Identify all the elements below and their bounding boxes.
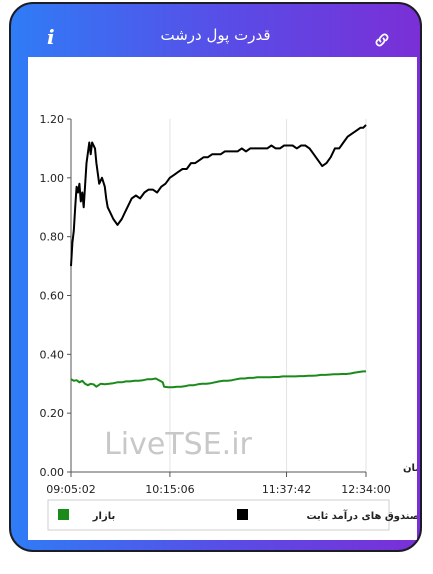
legend-label-market: بازار <box>92 511 115 522</box>
y-tick-label: 1.00 <box>40 172 65 185</box>
legend <box>47 499 390 531</box>
series-line-market <box>70 370 366 389</box>
app-frame: i قدرت پول درشت LiveTSE.ir 0.00 0.20 0.40 0.… <box>9 2 422 552</box>
x-axis-label: زمان <box>403 463 417 474</box>
link-icon[interactable] <box>373 31 391 49</box>
legend-swatch-fixed-income <box>237 509 248 520</box>
y-tick-label: 0.80 <box>40 231 65 244</box>
chart: LiveTSE.ir 0.00 0.20 0.40 0.60 0.80 1.00 1.20 09… <box>40 113 420 531</box>
chart-panel: LiveTSE.ir 0.00 0.20 0.40 0.60 0.80 1.00 1.20 09… <box>28 57 420 540</box>
legend-label-fixed-income: صندوق های درآمد ثابت <box>306 509 417 522</box>
page-title: قدرت پول درشت <box>160 26 271 44</box>
y-tick-label: 1.20 <box>40 113 65 126</box>
x-tick-label: 12:34:00 <box>341 483 390 496</box>
y-tick-label: 0.40 <box>40 348 65 361</box>
y-tick-label: 0.20 <box>40 407 65 420</box>
header: i قدرت پول درشت <box>11 4 420 56</box>
info-icon[interactable]: i <box>47 25 55 49</box>
x-tick-label: 10:15:06 <box>145 483 194 496</box>
legend-swatch-market <box>58 509 69 520</box>
watermark: LiveTSE.ir <box>104 427 252 462</box>
x-tick-label: 11:37:42 <box>262 483 311 496</box>
x-tick-label: 09:05:02 <box>46 483 95 496</box>
y-tick-label: 0.00 <box>40 466 65 479</box>
y-tick-label: 0.60 <box>40 290 65 303</box>
series-line-fixed-income <box>70 124 367 267</box>
